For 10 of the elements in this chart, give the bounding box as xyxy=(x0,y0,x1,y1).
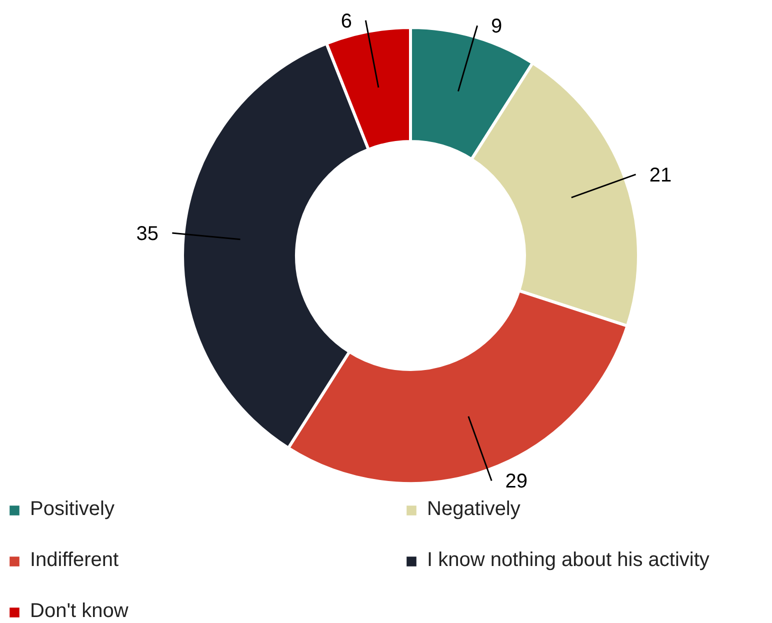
data-label: 6 xyxy=(340,10,352,32)
legend-label: Negatively xyxy=(427,498,522,521)
data-label: 9 xyxy=(490,16,502,38)
legend-label: Indifferent xyxy=(30,549,120,572)
legend-label: I know nothing about his activity xyxy=(427,549,710,572)
data-label: 21 xyxy=(649,164,672,186)
data-label: 35 xyxy=(136,222,158,245)
legend-label: Don't know xyxy=(30,600,130,623)
data-label: 29 xyxy=(505,470,528,493)
legend-label: Positively xyxy=(30,498,116,521)
